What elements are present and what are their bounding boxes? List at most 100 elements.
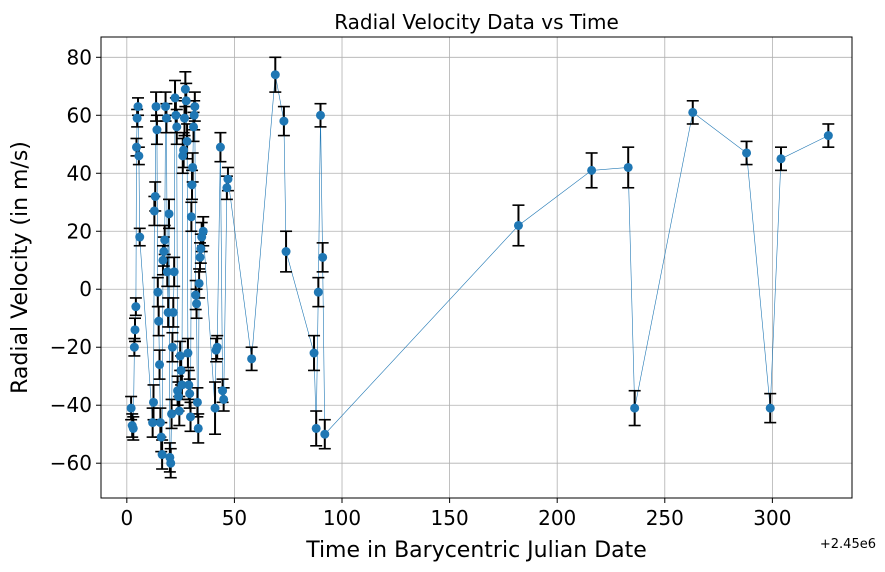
data-point	[215, 142, 225, 152]
data-point	[192, 397, 202, 407]
data-point	[179, 145, 189, 155]
data-point	[160, 235, 170, 245]
data-point	[170, 93, 180, 103]
data-point	[183, 348, 193, 358]
data-point	[191, 290, 201, 300]
data-point	[311, 423, 321, 433]
grid-lines	[101, 37, 852, 498]
y-tick-label: −60	[50, 451, 92, 475]
data-point	[212, 342, 222, 352]
data-point	[176, 365, 186, 375]
chart-title: Radial Velocity Data vs Time	[334, 10, 619, 34]
axis-ticks: 0 50 100 150 200 250 300 −60 −40 −20 0 20 40 60 80	[50, 45, 792, 530]
data-point	[128, 423, 138, 433]
data-point	[154, 316, 164, 326]
data-point	[623, 162, 633, 172]
data-point	[156, 432, 166, 442]
data-point	[175, 351, 185, 361]
data-point	[823, 131, 833, 141]
x-axis-label: Time in Barycentric Julian Date	[305, 538, 647, 563]
data-point	[192, 299, 202, 309]
data-point	[167, 409, 177, 419]
data-point	[186, 412, 196, 422]
data-point	[222, 183, 232, 193]
data-point	[157, 450, 167, 460]
data-point	[161, 113, 171, 123]
data-point	[152, 125, 162, 135]
y-tick-label: 20	[67, 219, 92, 243]
data-point	[184, 380, 194, 390]
x-tick-label: 300	[753, 506, 791, 530]
data-point	[198, 226, 208, 236]
data-point	[173, 392, 183, 402]
y-tick-label: −20	[50, 335, 92, 359]
data-point	[166, 458, 176, 468]
data-point	[155, 418, 165, 428]
data-point	[133, 102, 143, 112]
y-axis-label: Radial Velocity (in m/s)	[8, 141, 33, 394]
data-point	[688, 107, 698, 117]
data-point	[181, 96, 191, 106]
x-tick-label: 0	[120, 506, 133, 530]
data-point	[186, 212, 196, 222]
data-point	[169, 267, 179, 277]
data-point	[149, 397, 159, 407]
data-point	[171, 110, 181, 120]
data-point	[223, 174, 233, 184]
y-tick-label: 80	[67, 45, 92, 69]
data-point	[131, 302, 141, 312]
data-point	[132, 142, 142, 152]
data-point	[153, 287, 163, 297]
data-point	[155, 360, 165, 370]
data-point	[185, 389, 195, 399]
data-point	[161, 102, 171, 112]
y-tick-label: −40	[50, 393, 92, 417]
data-point	[776, 154, 786, 164]
data-point	[135, 232, 145, 242]
data-point	[195, 252, 205, 262]
data-point	[281, 247, 291, 257]
data-point	[742, 148, 752, 158]
data-point	[177, 380, 187, 390]
data-point	[218, 386, 228, 396]
data-point	[194, 278, 204, 288]
data-point	[168, 307, 178, 317]
data-point	[174, 406, 184, 416]
data-point	[126, 403, 136, 413]
x-tick-label: 150	[431, 506, 469, 530]
data-point	[151, 102, 161, 112]
data-point	[179, 113, 189, 123]
data-point	[270, 70, 280, 80]
data-point	[167, 342, 177, 352]
data-point	[320, 429, 330, 439]
data-point	[189, 122, 199, 132]
data-point	[313, 287, 323, 297]
x-tick-label: 250	[646, 506, 684, 530]
x-tick-label: 200	[538, 506, 576, 530]
x-tick-label: 100	[323, 506, 361, 530]
plot-frame	[100, 36, 853, 499]
data-point	[158, 255, 168, 265]
data-point	[309, 348, 319, 358]
data-point	[148, 418, 158, 428]
data-point	[318, 252, 328, 262]
y-tick-label: 0	[79, 277, 92, 301]
x-tick-label: 50	[222, 506, 247, 530]
data-point	[189, 110, 199, 120]
data-point	[513, 220, 523, 230]
data-point	[159, 247, 169, 257]
x-axis-offset-label: +2.45e6	[820, 537, 876, 552]
data-point	[193, 423, 203, 433]
data-point	[129, 342, 139, 352]
data-point	[164, 209, 174, 219]
data-point	[134, 151, 144, 161]
data-point	[315, 110, 325, 120]
data-point	[130, 325, 140, 335]
plot-area	[101, 37, 852, 498]
data-point	[219, 394, 229, 404]
data-point	[279, 116, 289, 126]
data-point	[587, 165, 597, 175]
data-point	[196, 244, 206, 254]
data-point	[247, 354, 257, 364]
